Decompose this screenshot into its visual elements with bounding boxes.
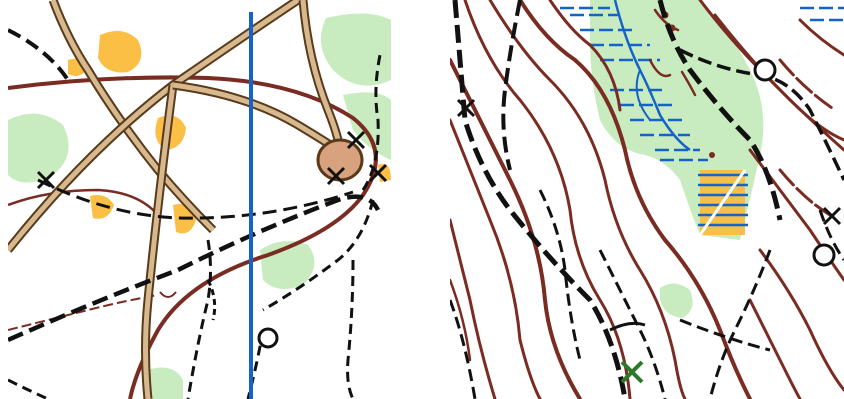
vegetation-patch (8, 113, 69, 183)
vegetation-patch (143, 367, 183, 399)
crossings (456, 98, 842, 226)
rough-open-land (98, 31, 142, 73)
map-right-canvas (450, 0, 844, 399)
dashed-paths (450, 0, 844, 399)
small-knoll-circle (257, 327, 279, 349)
map-left-canvas (8, 0, 391, 399)
contour-line (8, 188, 159, 216)
crossings (36, 130, 388, 190)
green-cross-marker (620, 360, 644, 384)
vegetation-patch (320, 13, 391, 86)
marsh (560, 6, 844, 162)
dashed-paths (8, 28, 382, 399)
stream (613, 0, 691, 152)
orienteering-map-left (8, 0, 391, 399)
roads (8, 0, 345, 399)
stream (635, 69, 651, 121)
yellow-stripe-area (698, 169, 748, 236)
small-knoll (159, 291, 177, 298)
small-knoll-circle (812, 243, 836, 267)
rough-open-land (90, 195, 114, 219)
contour-line (8, 294, 159, 331)
vegetation-patch (660, 283, 693, 318)
small-knoll-circle (753, 58, 777, 82)
orienteering-map-right (450, 0, 844, 399)
